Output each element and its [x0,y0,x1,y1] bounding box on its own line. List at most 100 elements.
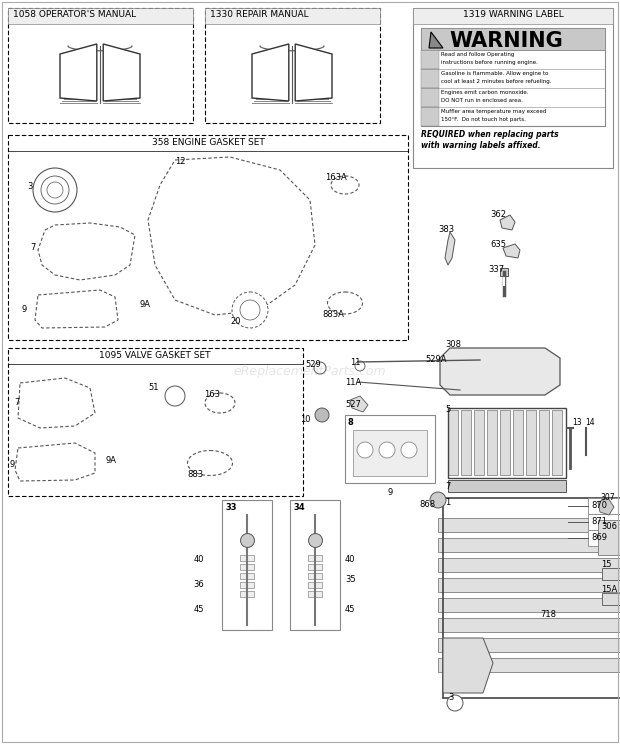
Text: 40: 40 [193,555,204,564]
Bar [222,500,272,630]
Circle shape [355,361,365,371]
Bar [448,480,566,492]
Text: 10: 10 [300,415,311,424]
Bar [539,410,549,475]
Bar [438,578,620,592]
Circle shape [240,300,260,320]
Text: 13: 13 [572,418,582,427]
Bar [421,88,439,107]
Bar [205,8,380,24]
Bar [8,8,193,123]
Bar [8,348,303,496]
Bar [602,568,620,580]
Text: 383: 383 [438,225,454,234]
Bar [588,514,620,530]
Polygon shape [18,378,95,428]
Bar [240,555,254,561]
Bar [438,558,620,572]
Bar [308,573,322,579]
Text: Engines emit carbon monoxide.: Engines emit carbon monoxide. [441,90,528,95]
Circle shape [232,292,268,328]
Text: 9A: 9A [105,456,116,465]
Text: 14: 14 [585,418,595,427]
Circle shape [47,182,63,198]
Text: 362: 362 [490,210,506,219]
Text: 9: 9 [388,488,392,497]
Text: 15A: 15A [601,585,618,594]
Text: 527: 527 [345,400,361,409]
Bar [526,410,536,475]
Bar [474,410,484,475]
Text: 337: 337 [488,265,504,274]
Bar [345,415,435,483]
Bar [290,500,340,630]
Bar [353,430,427,476]
Ellipse shape [331,176,359,194]
Text: DO NOT run in enclosed area.: DO NOT run in enclosed area. [441,98,523,103]
Bar [8,135,408,340]
Text: 870: 870 [591,501,607,510]
Bar [421,28,605,126]
Text: 35: 35 [345,575,356,584]
Bar [240,573,254,579]
Bar [513,410,523,475]
Text: 9: 9 [22,305,27,314]
Text: 34: 34 [293,503,304,512]
Text: 33: 33 [225,503,236,512]
Bar [438,638,620,652]
Text: 45: 45 [345,605,355,614]
Bar [421,50,439,69]
Bar [240,582,254,588]
Text: 718: 718 [540,610,556,619]
Text: 868: 868 [420,500,436,509]
Bar [438,518,620,532]
Bar [413,8,613,24]
Bar [421,107,439,126]
Text: 883: 883 [187,470,203,479]
Bar [308,555,322,561]
Text: 871: 871 [591,517,607,526]
Text: 163A: 163A [325,173,347,182]
Bar [588,530,620,546]
Text: 8: 8 [348,418,354,427]
Bar [308,564,322,570]
Bar [602,593,620,605]
Text: 1095 VALVE GASKET SET: 1095 VALVE GASKET SET [99,351,211,360]
Polygon shape [443,638,493,693]
Text: 308: 308 [445,340,461,349]
Text: REQUIRED when replacing parts: REQUIRED when replacing parts [421,130,559,139]
Text: 150°F.  Do not touch hot parts.: 150°F. Do not touch hot parts. [441,117,526,122]
Text: 3: 3 [448,693,453,702]
Polygon shape [148,157,315,315]
Text: 36: 36 [193,580,204,589]
Text: Muffler area temperature may exceed: Muffler area temperature may exceed [441,109,546,114]
Text: 7: 7 [14,398,19,407]
Polygon shape [445,232,455,265]
Text: with warning labels affixed.: with warning labels affixed. [421,141,541,150]
Text: 1058 OPERATOR'S MANUAL: 1058 OPERATOR'S MANUAL [13,10,136,19]
Bar [240,591,254,597]
Text: 306: 306 [601,522,617,531]
Bar [487,410,497,475]
Text: 12: 12 [175,157,185,166]
Bar [598,520,620,555]
Bar [240,564,254,570]
Polygon shape [500,215,515,230]
Bar [588,498,620,514]
Polygon shape [350,396,368,412]
Polygon shape [440,348,560,395]
Circle shape [315,408,329,422]
Text: !: ! [433,36,437,45]
Bar [438,658,620,672]
Bar [448,408,566,478]
Bar [443,498,620,698]
Text: Read and follow Operating: Read and follow Operating [441,52,515,57]
Text: 11A: 11A [345,378,361,387]
Circle shape [447,695,463,711]
Circle shape [41,176,69,204]
Bar [8,8,193,24]
Circle shape [430,492,446,508]
Bar [552,410,562,475]
Text: 51: 51 [148,383,159,392]
Text: 1319 WARNING LABEL: 1319 WARNING LABEL [463,10,564,19]
